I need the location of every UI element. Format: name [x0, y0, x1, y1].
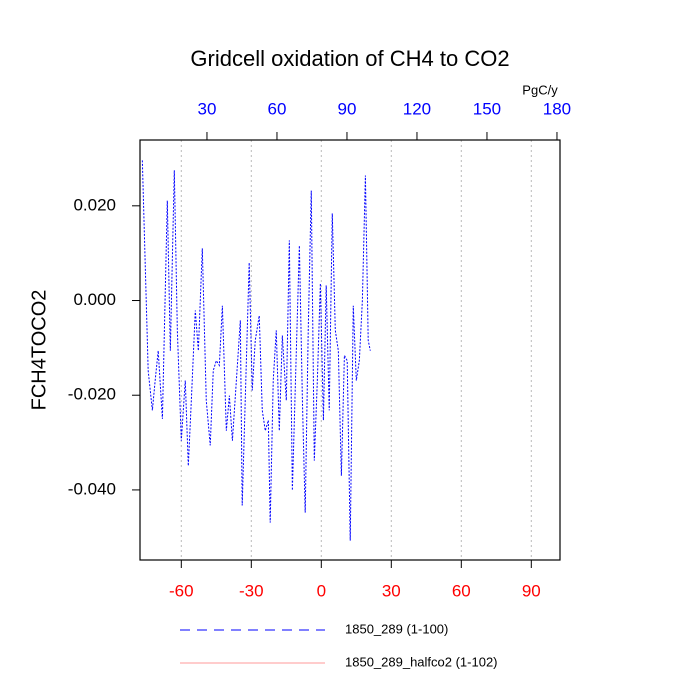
data-line [141, 160, 371, 541]
legend-label: 1850_289_halfco2 (1-102) [345, 654, 498, 669]
x-tick-label: -30 [239, 581, 264, 600]
x-tick-label: 90 [522, 581, 541, 600]
legend-label: 1850_289 (1-100) [345, 621, 448, 636]
x2-tick-label: 180 [543, 99, 571, 118]
x-tick-label: 30 [382, 581, 401, 600]
plot-frame [139, 139, 561, 561]
y-tick-label: 0.000 [73, 290, 116, 309]
x2-tick-label: 90 [338, 99, 357, 118]
y-tick-label: -0.040 [68, 479, 116, 498]
y-tick-label: -0.020 [68, 385, 116, 404]
x2-tick-label: 150 [473, 99, 501, 118]
x2-tick-label: 30 [198, 99, 217, 118]
y-axis-label: FCH4TOCO2 [28, 290, 50, 411]
x2-tick-label: 120 [403, 99, 431, 118]
x-tick-label: -60 [169, 581, 194, 600]
x-tick-label: 0 [317, 581, 326, 600]
x-tick-label: 60 [452, 581, 471, 600]
chart-title: Gridcell oxidation of CH4 to CO2 [190, 46, 509, 71]
x2-axis-label: PgC/y [522, 82, 558, 97]
y-tick-label: 0.020 [73, 195, 116, 214]
x2-tick-label: 60 [268, 99, 287, 118]
